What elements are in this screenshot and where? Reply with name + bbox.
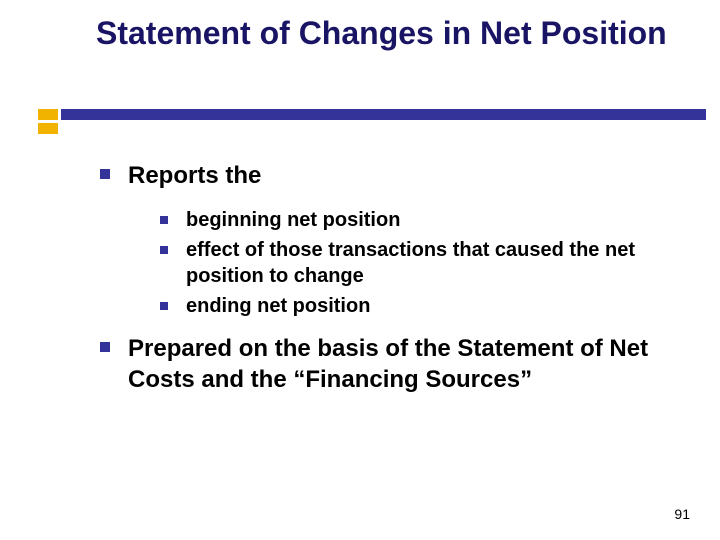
square-bullet-icon xyxy=(160,302,168,310)
slide-title: Statement of Changes in Net Position xyxy=(96,14,690,52)
title-underline-decor xyxy=(0,109,720,137)
list-item: beginning net position xyxy=(160,207,670,233)
list-item-text: ending net position xyxy=(186,293,370,319)
accent-bar-top xyxy=(38,109,58,120)
page-number: 91 xyxy=(674,506,690,522)
list-item-text: effect of those transactions that caused… xyxy=(186,237,670,289)
square-bullet-icon xyxy=(100,342,110,352)
sub-list: beginning net position effect of those t… xyxy=(160,207,670,319)
list-item: effect of those transactions that caused… xyxy=(160,237,670,289)
accent-bar-bottom xyxy=(38,123,58,134)
list-item: Reports the xyxy=(100,160,670,191)
slide-content: Reports the beginning net position effec… xyxy=(100,160,670,412)
list-item-text: Reports the xyxy=(128,160,261,191)
slide-title-block: Statement of Changes in Net Position xyxy=(96,14,690,52)
list-item: ending net position xyxy=(160,293,670,319)
list-item-text: beginning net position xyxy=(186,207,400,233)
list-item-text: Prepared on the basis of the Statement o… xyxy=(128,333,670,395)
title-underline-bar xyxy=(61,109,706,120)
square-bullet-icon xyxy=(160,246,168,254)
square-bullet-icon xyxy=(160,216,168,224)
square-bullet-icon xyxy=(100,169,110,179)
list-item: Prepared on the basis of the Statement o… xyxy=(100,333,670,395)
